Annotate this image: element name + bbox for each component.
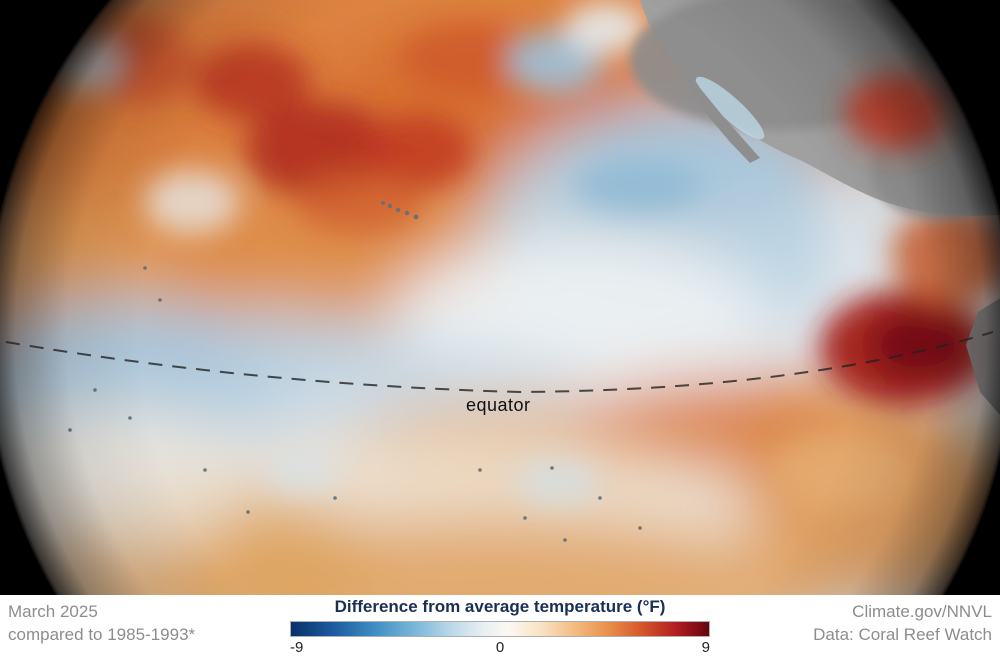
colorbar-min-label: -9 bbox=[290, 639, 304, 656]
credit-label: Climate.gov/NNVL bbox=[852, 602, 992, 621]
sst-anomaly-field bbox=[0, 0, 1000, 600]
colorbar-ticks: -9 0 9 bbox=[290, 639, 710, 657]
date-caption: March 2025 compared to 1985-1993* bbox=[8, 600, 195, 646]
colorbar-mid-label: 0 bbox=[495, 639, 505, 656]
colorbar-legend: Difference from average temperature (°F)… bbox=[290, 597, 710, 657]
source-label: Data: Coral Reef Watch bbox=[813, 625, 992, 644]
colorbar-gradient bbox=[290, 621, 710, 637]
legend-footer: March 2025 compared to 1985-1993* Differ… bbox=[0, 595, 1000, 666]
credit-caption: Climate.gov/NNVL Data: Coral Reef Watch bbox=[813, 600, 992, 646]
colorbar-max-label: 9 bbox=[701, 639, 710, 656]
baseline-label: compared to 1985-1993* bbox=[8, 625, 196, 644]
colorbar-title: Difference from average temperature (°F) bbox=[334, 597, 666, 616]
period-label: March 2025 bbox=[8, 602, 98, 621]
